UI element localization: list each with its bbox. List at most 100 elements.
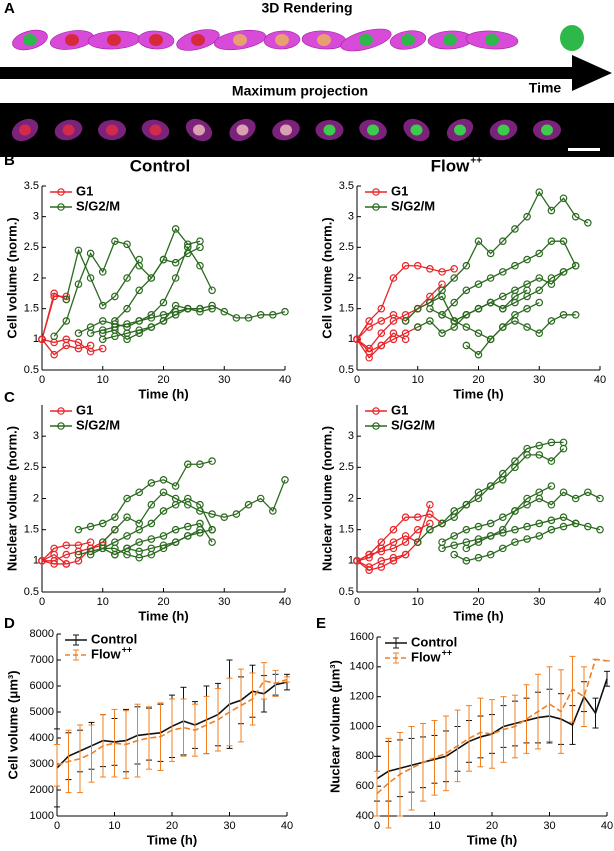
- track-point: [450, 532, 459, 540]
- y-tick-label: 3: [348, 430, 354, 442]
- track-point: [159, 298, 168, 307]
- track-point: [86, 547, 95, 556]
- y-tick-label: 2.5: [339, 241, 354, 253]
- cell-nucleus: [191, 34, 205, 46]
- track-point: [135, 488, 144, 497]
- track-point: [86, 249, 95, 258]
- track-point: [535, 488, 544, 497]
- track-point: [462, 557, 471, 565]
- track-point: [62, 295, 71, 304]
- track-point: [535, 188, 544, 196]
- track-point: [389, 525, 398, 534]
- track-point: [426, 317, 434, 325]
- x-tick-label: 40: [594, 374, 606, 386]
- x-axis-label: Time (h): [138, 608, 188, 623]
- x-axis-label: Time (h): [453, 386, 503, 401]
- legend-label: G1: [76, 183, 93, 198]
- track-line: [453, 271, 565, 322]
- x-axis-label: Time (h): [138, 386, 188, 401]
- track-point: [413, 525, 422, 534]
- track-point: [377, 329, 386, 338]
- track-point: [377, 317, 386, 325]
- x-tick-label: 10: [412, 374, 424, 386]
- track-point: [474, 488, 483, 497]
- track-line: [41, 338, 91, 356]
- track-point: [38, 335, 46, 344]
- track-line: [356, 553, 406, 568]
- x-axis-label: Time (h): [147, 832, 197, 847]
- track-point: [365, 550, 373, 559]
- track-point: [147, 479, 156, 487]
- track-point: [498, 304, 507, 313]
- track-point: [74, 550, 83, 559]
- track-point: [123, 240, 131, 249]
- track-point: [413, 261, 422, 270]
- track-point: [474, 553, 483, 562]
- x-tick-label: 10: [97, 596, 109, 608]
- nucleus-projection: [19, 124, 31, 136]
- track-point: [135, 286, 144, 295]
- nucleus-projection: [149, 124, 162, 136]
- track-point: [474, 350, 483, 359]
- y-tick-label: 7000: [30, 654, 54, 666]
- y-tick-label: 8000: [30, 628, 54, 640]
- track-point: [474, 237, 483, 246]
- y-tick-label: 3: [348, 211, 354, 223]
- mean-line: [376, 658, 608, 795]
- track-point: [171, 301, 180, 310]
- track-point: [559, 513, 568, 522]
- track-point: [523, 212, 531, 221]
- track-point: [547, 317, 556, 325]
- y-tick-label: 1.5: [24, 524, 39, 536]
- x-tick-label: 30: [223, 820, 235, 832]
- track-point: [523, 494, 531, 503]
- x-tick-label: 0: [354, 596, 360, 608]
- track-point: [523, 323, 531, 331]
- nucleus-projection: [323, 124, 336, 136]
- column-header: Control: [130, 156, 190, 175]
- panel-letter: C: [4, 389, 15, 406]
- track-point: [486, 274, 495, 282]
- track-point: [135, 261, 144, 270]
- legend-label: Flow: [91, 646, 121, 661]
- nucleus-projection: [410, 124, 423, 136]
- track-point: [462, 341, 471, 350]
- y-tick-label: 1: [33, 333, 39, 345]
- cell-nucleus: [560, 25, 584, 51]
- x-tick-label: 0: [354, 374, 360, 386]
- legend-label: S/G2/M: [76, 198, 120, 213]
- track-point: [401, 538, 410, 546]
- y-tick-label: 2: [33, 272, 39, 284]
- track-point: [377, 547, 386, 556]
- y-tick-label: 3: [33, 430, 39, 442]
- track-point: [401, 513, 410, 522]
- track-point: [123, 513, 131, 522]
- track-point: [523, 255, 531, 264]
- x-tick-label: 20: [472, 374, 484, 386]
- track-point: [62, 317, 71, 325]
- track-point: [184, 240, 192, 249]
- track-point: [547, 525, 556, 534]
- track-line: [78, 460, 213, 531]
- track-point: [438, 519, 446, 528]
- legend-label: S/G2/M: [391, 198, 435, 213]
- y-tick-label: 1400: [350, 661, 374, 673]
- track-point: [462, 500, 471, 509]
- track-point: [438, 292, 446, 301]
- x-tick-label: 10: [428, 820, 440, 832]
- y-tick-label: 2.5: [24, 241, 39, 253]
- track-point: [511, 463, 519, 472]
- track-point: [523, 286, 531, 295]
- track-point: [353, 557, 361, 565]
- track-point: [426, 500, 434, 509]
- track-line: [441, 314, 576, 341]
- track-point: [281, 307, 289, 316]
- track-line: [41, 544, 103, 565]
- x-tick-label: 10: [412, 596, 424, 608]
- track-line: [356, 535, 419, 562]
- y-tick-label: 1.5: [24, 303, 39, 315]
- track-point: [196, 261, 204, 270]
- track-point: [62, 541, 71, 550]
- track-point: [196, 528, 204, 537]
- track-point: [208, 510, 216, 518]
